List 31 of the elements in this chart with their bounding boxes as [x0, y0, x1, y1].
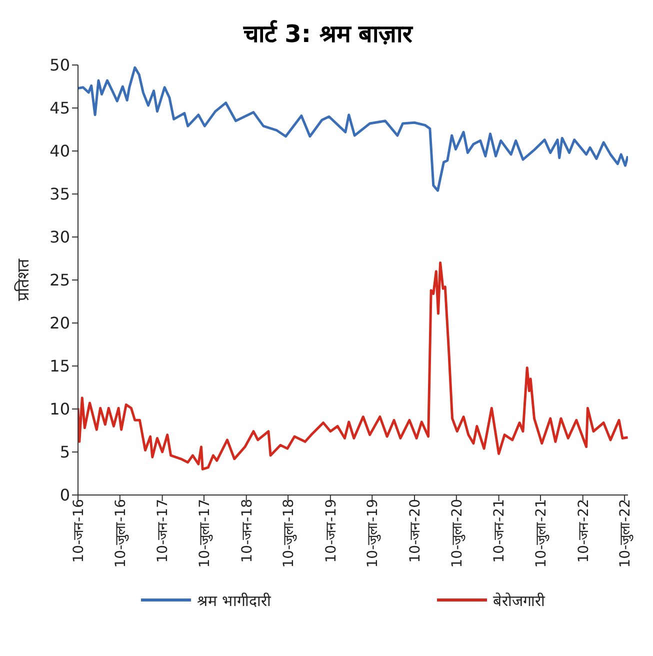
- x-tick-label: 10-जन-22: [576, 499, 592, 563]
- legend-label: श्रम भागीदारी: [197, 591, 271, 610]
- line-series: [78, 262, 628, 470]
- y-tick-label: 25: [50, 270, 70, 290]
- x-tick-label: 10-जन-20: [407, 499, 424, 563]
- y-tick-label: 5: [60, 442, 70, 462]
- x-tick-label: 10-जन-21: [492, 499, 508, 563]
- legend-label: बेरोजगारी: [492, 591, 545, 610]
- x-tick-label: 10-जुला-18: [280, 499, 297, 568]
- x-tick-label: 10-जन-19: [323, 499, 340, 563]
- y-tick-label: 30: [50, 228, 70, 247]
- line-series: [78, 66, 628, 192]
- chart-title: चार्ट 3: श्रम बाज़ार: [242, 19, 414, 50]
- y-tick-label: 0: [60, 486, 70, 505]
- y-tick-label: 40: [50, 142, 70, 161]
- x-tick-label: 10-जुला-19: [365, 499, 382, 568]
- y-axis-title: प्रतिशत: [14, 258, 33, 301]
- x-tick-label: 10-जुला-20: [449, 499, 466, 568]
- x-tick-label: 10-जुला-16: [112, 498, 129, 568]
- y-tick-label: 15: [50, 356, 70, 376]
- y-tick-label: 20: [50, 314, 70, 333]
- x-tick-label: 10-जन-17: [155, 499, 172, 563]
- y-tick-label: 10: [50, 400, 70, 419]
- x-tick-label: 10-जुला-21: [533, 499, 550, 568]
- x-tick-label: 10-जन-18: [239, 499, 256, 563]
- x-tick-label: 10-जुला-22: [617, 499, 634, 568]
- y-tick-label: 35: [50, 184, 70, 204]
- y-tick-label: 45: [50, 98, 70, 118]
- x-tick-label: 10-जुला-17: [196, 499, 213, 568]
- y-tick-label: 50: [50, 56, 70, 75]
- x-tick-label: 10-जन-16: [70, 498, 87, 563]
